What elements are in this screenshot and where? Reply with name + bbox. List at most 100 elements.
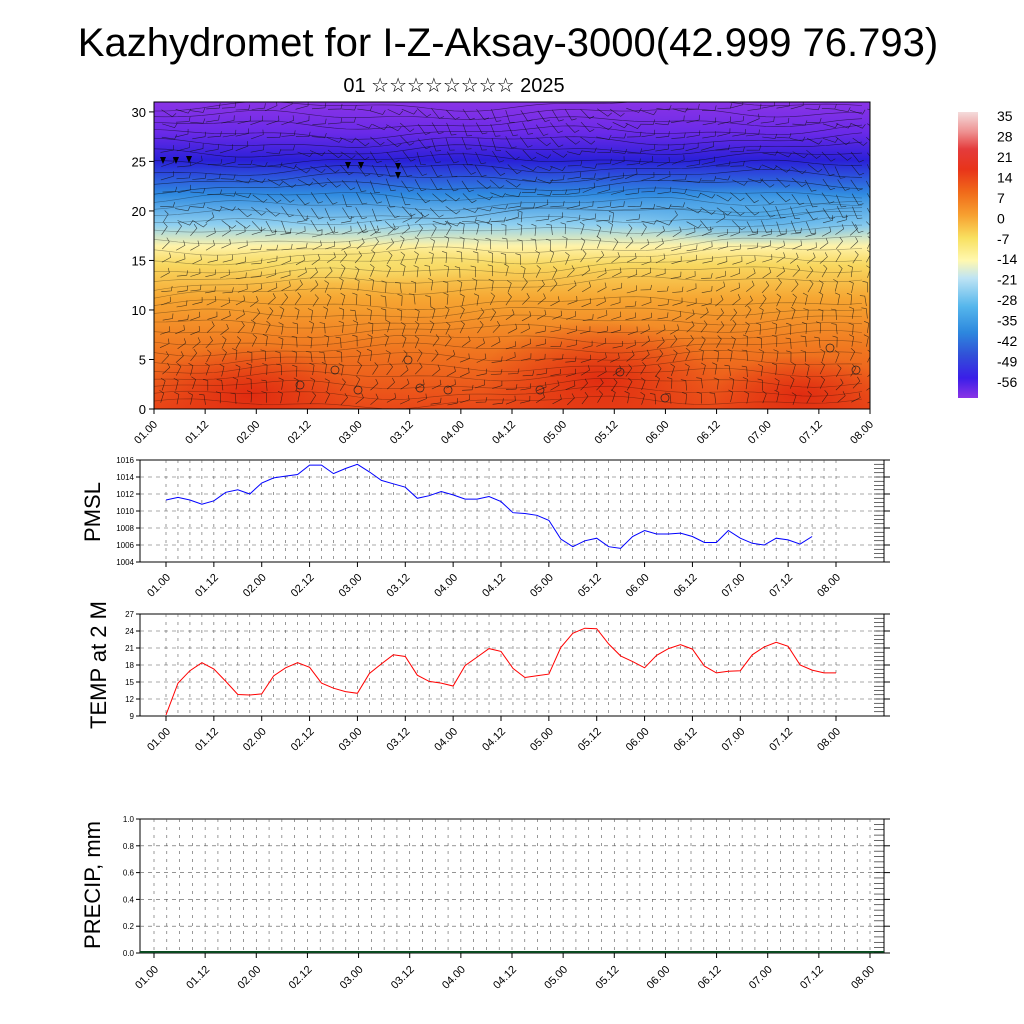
wind-barb bbox=[372, 237, 379, 250]
pmsl-grid bbox=[140, 460, 884, 562]
wind-barb bbox=[507, 123, 518, 137]
wind-barb bbox=[624, 391, 630, 404]
wind-barb bbox=[805, 229, 816, 237]
wind-barb bbox=[385, 319, 391, 333]
precip-xtick-label: 05.00 bbox=[542, 964, 570, 992]
wind-barb bbox=[190, 268, 201, 277]
wind-barb bbox=[701, 226, 712, 236]
wind-barb bbox=[626, 158, 641, 166]
wind-barb bbox=[786, 350, 792, 363]
wind-barb bbox=[205, 362, 210, 376]
wind-barb bbox=[278, 336, 284, 350]
isotherm-line bbox=[154, 141, 863, 158]
wind-barb bbox=[488, 278, 494, 292]
wind-barb bbox=[326, 293, 332, 307]
wind-barb bbox=[297, 151, 313, 158]
cross-section-xtick-label: 01.12 bbox=[183, 419, 211, 447]
wind-barb bbox=[641, 129, 656, 138]
wind-barb bbox=[657, 156, 670, 167]
wind-barb bbox=[339, 378, 346, 391]
wind-barb bbox=[205, 144, 219, 152]
wind-barb bbox=[161, 285, 173, 292]
wind-barb bbox=[730, 102, 744, 109]
wind-barb bbox=[266, 244, 279, 251]
wind-barb bbox=[267, 282, 278, 292]
wind-barb bbox=[207, 159, 223, 166]
wind-barb bbox=[250, 144, 265, 153]
precip-xtick-label: 04.00 bbox=[440, 964, 468, 992]
wind-barb bbox=[370, 151, 382, 163]
wind-barb bbox=[672, 226, 682, 238]
isotherm-line bbox=[154, 385, 863, 400]
wind-barb bbox=[862, 280, 868, 293]
wind-barb bbox=[771, 363, 778, 376]
pmsl-x-axis: 01.00 01.12 02.00 02.12 03.00 03.12 04.00 04.12… bbox=[145, 562, 843, 600]
temp-xtick-label: 07.12 bbox=[767, 726, 795, 754]
isotherm-line bbox=[154, 395, 863, 409]
wind-barb bbox=[296, 215, 308, 223]
wind-barb bbox=[485, 238, 492, 250]
wind-barb bbox=[295, 102, 309, 110]
wind-barb bbox=[821, 226, 832, 237]
wind-barb bbox=[250, 129, 264, 140]
wind-barb bbox=[414, 208, 430, 218]
wind-barb bbox=[341, 225, 352, 235]
wind-barb bbox=[649, 393, 656, 405]
wind-barb bbox=[267, 179, 283, 186]
wind-barb bbox=[730, 243, 741, 251]
wind-barb bbox=[501, 223, 507, 236]
wind-barb bbox=[776, 133, 792, 139]
wind-barb bbox=[850, 122, 866, 129]
wind-barb bbox=[357, 105, 373, 112]
wind-barb bbox=[730, 206, 745, 216]
precip-y-axis: 0.0 0.2 0.4 0.6 0.8 1.0 bbox=[123, 815, 890, 958]
wind-barb bbox=[428, 278, 434, 291]
wind-barb bbox=[684, 363, 690, 376]
wind-barb bbox=[655, 119, 671, 126]
wind-barb bbox=[161, 252, 172, 263]
wind-barb bbox=[597, 352, 607, 363]
temp-xtick-label: 01.00 bbox=[145, 726, 173, 754]
wind-barb bbox=[205, 336, 213, 349]
wind-barb bbox=[237, 321, 245, 334]
wind-barb bbox=[338, 307, 345, 320]
wind-barb bbox=[507, 323, 518, 334]
pmsl-xtick-label: 03.00 bbox=[337, 572, 365, 600]
wind-barb bbox=[355, 150, 370, 161]
isotherm-line bbox=[154, 330, 863, 346]
wind-barb bbox=[521, 311, 532, 322]
wind-barb bbox=[582, 340, 593, 349]
wind-barb bbox=[444, 334, 452, 347]
temp-ytick-label: 9 bbox=[130, 712, 135, 721]
wind-barb bbox=[177, 184, 191, 193]
wind-barb bbox=[445, 109, 460, 120]
wind-barb bbox=[520, 353, 532, 361]
wind-barb bbox=[685, 142, 699, 152]
calm-wind-marker bbox=[443, 385, 453, 395]
calm-wind-marker bbox=[535, 385, 545, 395]
wind-barb bbox=[819, 238, 829, 250]
wind-barb bbox=[552, 266, 558, 279]
wind-barb bbox=[221, 239, 231, 249]
wind-barb bbox=[724, 364, 731, 376]
wind-barb bbox=[250, 295, 259, 308]
wind-barb bbox=[582, 213, 597, 221]
wind-barb bbox=[700, 207, 716, 215]
wind-barb bbox=[219, 269, 230, 279]
wind-barb bbox=[757, 378, 763, 391]
wind-barb bbox=[267, 307, 274, 320]
pmsl-ytick-label: 1010 bbox=[116, 507, 134, 516]
wind-barb bbox=[670, 143, 685, 151]
cross-section-xtick-label: 02.12 bbox=[286, 419, 314, 447]
wind-barb bbox=[281, 243, 293, 251]
wind-barb bbox=[849, 109, 866, 115]
wind-barb bbox=[552, 353, 564, 361]
wind-barb bbox=[310, 219, 323, 232]
wind-barb bbox=[550, 324, 561, 333]
wind-barb bbox=[861, 307, 868, 319]
warm-core-left bbox=[154, 345, 360, 409]
wind-barb bbox=[560, 222, 566, 235]
wind-barb bbox=[790, 376, 795, 389]
wind-barb bbox=[686, 335, 694, 348]
